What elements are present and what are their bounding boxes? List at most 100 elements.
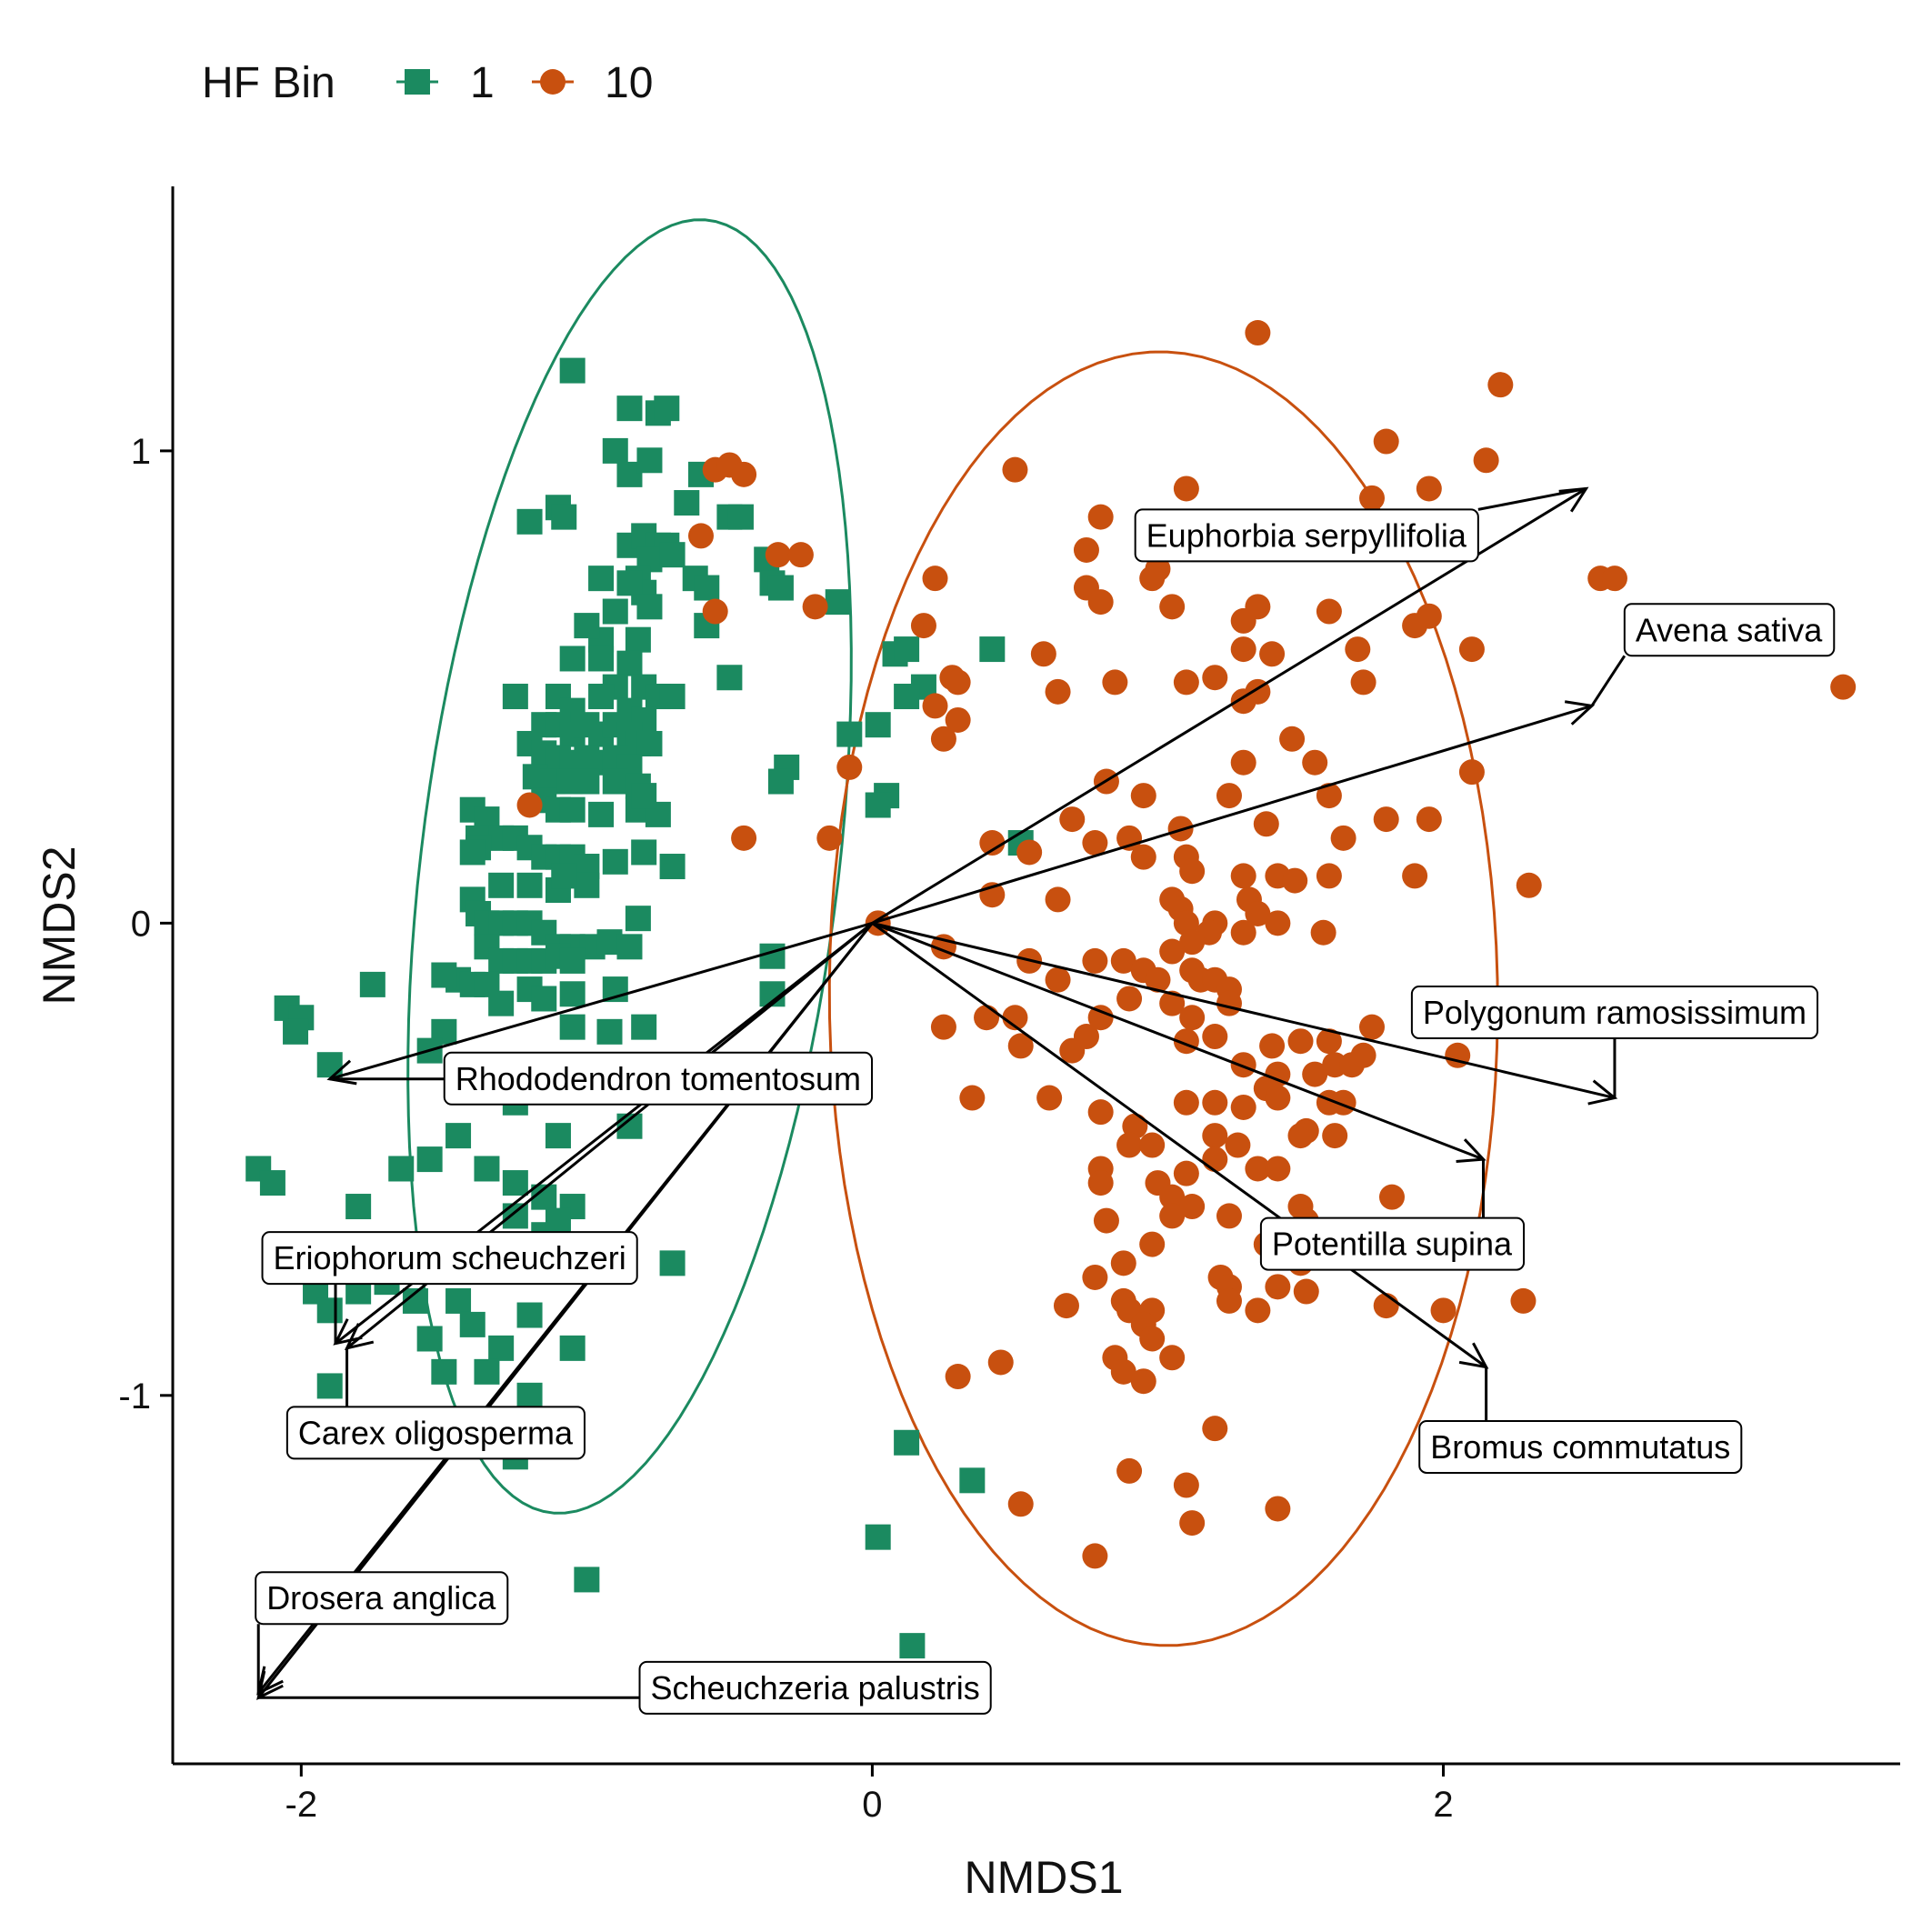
species-label-text: Scheuchzeria palustris	[651, 1669, 980, 1707]
point-series-10	[1259, 641, 1286, 667]
point-series-10	[1430, 1297, 1457, 1324]
point-series-10	[930, 726, 956, 752]
point-series-10	[1082, 1264, 1108, 1290]
point-series-1	[559, 646, 586, 672]
point-series-10	[1173, 669, 1199, 696]
ellipse-series-1	[406, 218, 853, 1515]
point-series-10	[1265, 1156, 1291, 1182]
species-label-text: Euphorbia serpyllifolia	[1146, 516, 1467, 554]
point-series-10	[1402, 863, 1428, 889]
point-series-10	[1345, 636, 1371, 663]
point-series-10	[1045, 966, 1071, 993]
point-series-10	[1230, 607, 1256, 634]
point-series-10	[516, 792, 543, 818]
point-series-10	[765, 542, 791, 568]
y-tick-label: 0	[131, 904, 151, 944]
point-series-10	[1359, 485, 1386, 511]
point-series-10	[1179, 1005, 1206, 1031]
point-series-10	[1116, 1132, 1143, 1158]
point-series-10	[1082, 947, 1108, 974]
point-series-1	[616, 934, 643, 960]
point-series-10	[1030, 641, 1056, 667]
x-tick-label: 0	[862, 1785, 882, 1825]
species-label-box	[1410, 986, 1819, 1040]
point-series-10	[1402, 613, 1428, 639]
point-series-1	[316, 1297, 343, 1324]
point-series-1	[825, 589, 851, 616]
point-series-10	[1322, 1123, 1348, 1149]
point-series-10	[1016, 839, 1043, 866]
y-axis-ticks: -1 0 1	[118, 432, 173, 1416]
vector-line	[871, 921, 1485, 1161]
point-series-10	[687, 523, 714, 549]
point-series-10	[1245, 900, 1271, 926]
point-series-10	[1202, 1089, 1228, 1116]
point-series-1	[625, 906, 651, 932]
point-series-10	[945, 706, 971, 733]
species-label: Drosera anglica	[255, 1571, 509, 1626]
point-series-10	[1045, 678, 1071, 705]
point-series-10	[1359, 1014, 1386, 1040]
point-series-10	[1265, 1274, 1291, 1300]
point-series-10	[731, 461, 757, 487]
point-series-1	[416, 1326, 443, 1352]
point-series-10	[1073, 536, 1099, 563]
point-series-10	[922, 693, 948, 719]
point-series-1	[445, 1123, 472, 1149]
point-series-10	[1458, 636, 1485, 663]
point-series-10	[1179, 1194, 1206, 1220]
point-series-1	[488, 1335, 515, 1361]
point-series-1	[836, 721, 863, 747]
point-series-1	[659, 1250, 686, 1276]
point-series-1	[474, 1156, 500, 1182]
species-label-box	[285, 1406, 586, 1460]
point-series-10	[987, 1349, 1014, 1376]
point-series-1	[531, 986, 557, 1012]
vector-line	[871, 704, 1593, 925]
point-series-10	[1510, 1287, 1537, 1314]
point-series-10	[1350, 1042, 1376, 1068]
point-series-10	[1230, 636, 1256, 663]
point-series-10	[1093, 1207, 1119, 1234]
point-series-10	[1282, 867, 1308, 894]
point-series-1	[659, 854, 686, 880]
point-series-10	[1036, 1085, 1063, 1111]
point-series-10	[1002, 456, 1028, 483]
point-series-10	[1130, 844, 1156, 870]
point-series-1	[474, 1358, 500, 1385]
point-series-10	[1373, 806, 1399, 833]
point-series-10	[922, 566, 948, 592]
species-label: Euphorbia serpyllifolia	[1134, 508, 1479, 563]
point-series-1	[636, 730, 663, 756]
point-series-10	[1202, 1146, 1228, 1173]
point-series-10	[1110, 947, 1136, 974]
point-series-10	[1159, 1203, 1186, 1229]
species-label: Carex oligosperma	[285, 1406, 586, 1460]
point-series-10	[1245, 1297, 1271, 1324]
point-series-10	[1045, 886, 1071, 913]
point-series-1	[767, 575, 794, 601]
species-label: Scheuchzeria palustris	[638, 1660, 992, 1715]
point-series-10	[1373, 428, 1399, 455]
point-series-1	[459, 839, 486, 866]
point-series-10	[1179, 858, 1206, 885]
point-series-1	[516, 1302, 543, 1328]
ellipse-series-10	[827, 350, 1499, 1647]
point-series-1	[588, 566, 615, 592]
species-label-text: Bromus commutatus	[1430, 1428, 1730, 1466]
point-series-1	[516, 872, 543, 898]
point-series-1	[767, 768, 794, 795]
point-series-1	[588, 801, 615, 827]
point-series-10	[1230, 1094, 1256, 1120]
point-series-1	[674, 490, 700, 516]
point-series-10	[1302, 749, 1328, 776]
point-series-1	[559, 796, 586, 823]
point-series-1	[502, 1203, 528, 1229]
point-series-10	[979, 830, 1006, 856]
point-series-10	[1473, 447, 1499, 474]
point-series-10	[1087, 1099, 1114, 1126]
point-series-1	[559, 357, 586, 384]
point-series-1	[894, 684, 920, 710]
species-label-leader	[1477, 486, 1587, 511]
point-series-10	[1139, 1231, 1166, 1257]
